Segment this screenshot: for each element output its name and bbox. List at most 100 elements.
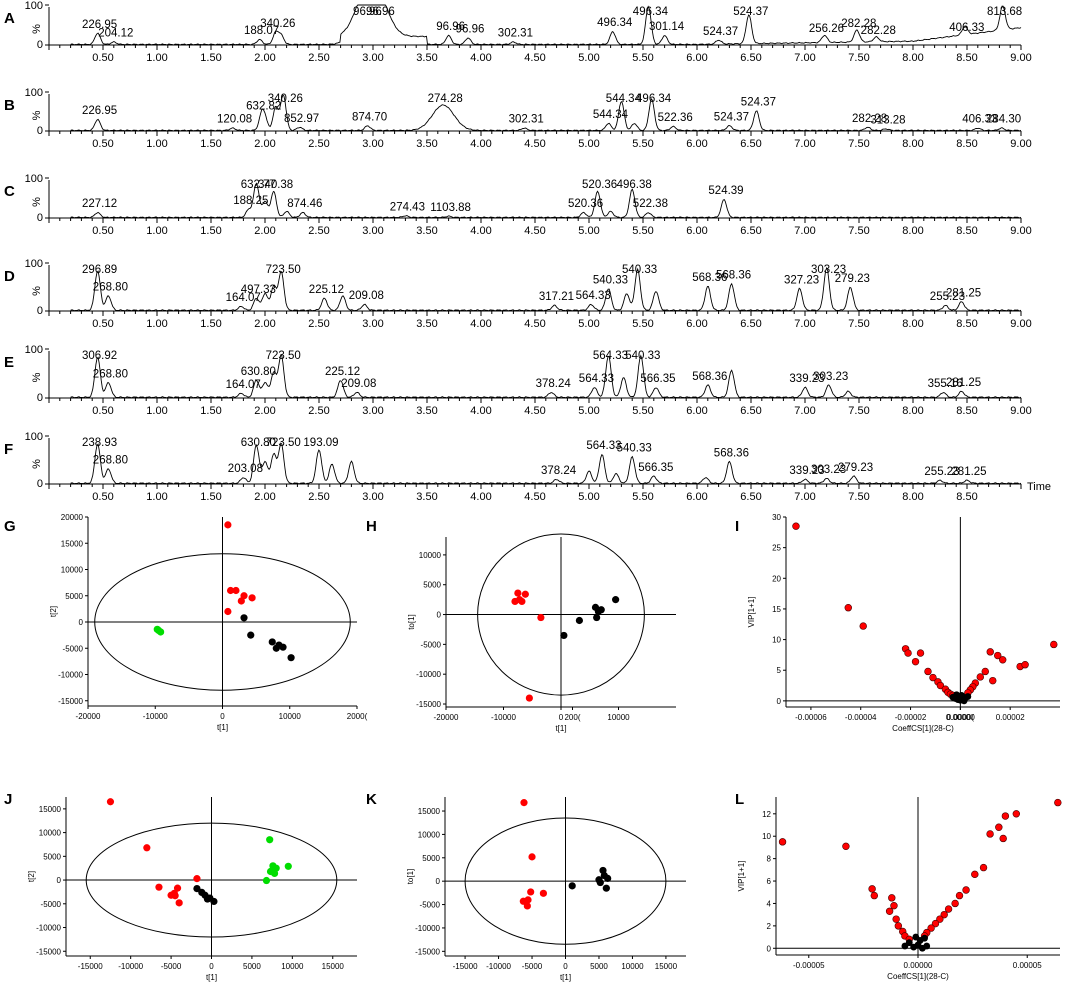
data-point bbox=[792, 522, 800, 530]
peak-label: 339.23 bbox=[789, 373, 824, 385]
data-point bbox=[171, 892, 179, 900]
x-tick-label: 5.50 bbox=[632, 52, 653, 64]
y-tick-label: 15000 bbox=[61, 539, 84, 548]
peak-label: 313.28 bbox=[870, 114, 905, 126]
x-tick-label: 1.50 bbox=[200, 491, 221, 503]
y-tick-label: 0 bbox=[37, 125, 43, 137]
peak-label: 193.09 bbox=[303, 437, 338, 449]
y-tick-label: 0 bbox=[37, 212, 43, 224]
peak-label: 632.82 bbox=[246, 100, 281, 112]
x-tick-label: 8.50 bbox=[956, 52, 977, 64]
peak-label: 497.33 bbox=[241, 284, 276, 296]
data-point bbox=[868, 885, 876, 893]
peak-label: 378.24 bbox=[536, 378, 572, 390]
peak-label: 874.70 bbox=[352, 111, 387, 123]
peak-label: 306.92 bbox=[82, 350, 117, 362]
peak-label: 524.37 bbox=[703, 26, 738, 38]
y-tick-label: -15000 bbox=[416, 700, 441, 709]
x-tick-label: 15000 bbox=[655, 962, 678, 971]
peak-label: 188.25 bbox=[233, 195, 268, 207]
y-axis-label: % bbox=[31, 459, 43, 469]
x-tick-label: 0 bbox=[559, 713, 564, 722]
peak-label: 164.07 bbox=[226, 379, 261, 391]
peak-label: 1103.88 bbox=[430, 202, 471, 214]
data-point bbox=[560, 631, 568, 640]
x-tick-label: 5.50 bbox=[632, 405, 653, 417]
y-tick-label: 100 bbox=[25, 258, 43, 270]
panel-label: H bbox=[366, 518, 377, 535]
peak-label: 564.33 bbox=[576, 290, 611, 302]
x-tick-label: 6.00 bbox=[686, 491, 707, 503]
x-tick-label: 1.50 bbox=[200, 225, 221, 237]
panel-label: L bbox=[735, 791, 744, 808]
y-tick-label: 100 bbox=[25, 173, 43, 185]
y-tick-label: 10 bbox=[762, 832, 771, 841]
data-point bbox=[106, 798, 115, 806]
x-tick-label: -5000 bbox=[161, 962, 182, 971]
chromatogram-trace bbox=[70, 182, 1022, 219]
x-tick-label: 5.00 bbox=[578, 491, 599, 503]
x-tick-label: 3.50 bbox=[416, 318, 437, 330]
peak-label: 164.07 bbox=[226, 292, 261, 304]
data-point bbox=[155, 883, 163, 891]
data-point bbox=[523, 902, 531, 910]
x-axis-label: t[1] bbox=[555, 724, 566, 733]
x-tick-label: 3.00 bbox=[362, 405, 383, 417]
chromatogram-trace bbox=[70, 266, 1022, 312]
data-point bbox=[266, 836, 274, 844]
data-point bbox=[268, 638, 276, 646]
panel-label: G bbox=[4, 518, 16, 535]
data-point bbox=[981, 667, 989, 676]
scatter-panel-h: H -20000 -10000 0 10000 200(10000 5000 0 -5000 -1… bbox=[366, 518, 676, 733]
y-tick-label: -5000 bbox=[421, 640, 442, 649]
peak-label: 284.30 bbox=[986, 114, 1021, 126]
peak-label: 852.97 bbox=[284, 113, 319, 125]
x-tick-label: 7.50 bbox=[848, 52, 869, 64]
x-tick-label: 8.00 bbox=[902, 138, 923, 150]
x-tick-label: 3.50 bbox=[416, 225, 437, 237]
x-tick-label: 8.00 bbox=[902, 405, 923, 417]
x-tick-label: 1.50 bbox=[200, 138, 221, 150]
y-tick-label: 15 bbox=[772, 605, 781, 614]
data-point bbox=[971, 870, 979, 879]
x-tick-label: 5.50 bbox=[632, 225, 653, 237]
x-tick-label: 6.00 bbox=[686, 405, 707, 417]
y-tick-label: -10000 bbox=[416, 670, 441, 679]
x-tick-label: 9.00 bbox=[1010, 405, 1031, 417]
data-point bbox=[904, 649, 912, 657]
peak-label: 874.46 bbox=[287, 198, 322, 210]
y-tick-label: 5000 bbox=[423, 581, 441, 590]
chromatogram-panel-a: A 100 0% 0.50 1.00 1.50 2.00 2.50 3.00 3.50 4.00 4.… bbox=[4, 0, 1032, 64]
peak-label: 568.36 bbox=[716, 270, 751, 282]
y-tick-label: -15000 bbox=[36, 947, 61, 956]
data-point bbox=[193, 875, 201, 883]
data-point bbox=[284, 862, 292, 870]
x-tick-label: 1.50 bbox=[200, 405, 221, 417]
data-point bbox=[842, 842, 850, 851]
chromatogram-trace bbox=[70, 4, 1022, 46]
panel-label: B bbox=[4, 97, 15, 114]
peak-label: 524.39 bbox=[708, 185, 743, 197]
data-point bbox=[528, 853, 536, 861]
x-tick-label: 9.00 bbox=[1010, 318, 1031, 330]
x-tick-label: 6.50 bbox=[740, 52, 761, 64]
peak-label: 282.28 bbox=[852, 113, 887, 125]
chromatogram-panel-f: F 100 0% 0.50 1.00 1.50 2.00 2.50 3.00 3.50 4.00 4.… bbox=[4, 431, 1051, 503]
x-tick-label: -15000 bbox=[453, 962, 478, 971]
x-tick-label: 6.50 bbox=[740, 491, 761, 503]
peak-label: 524.37 bbox=[741, 97, 776, 109]
hotelling-ellipse bbox=[477, 533, 645, 696]
x-axis-label: Time bbox=[1027, 481, 1051, 493]
peak-label: 496.38 bbox=[617, 179, 652, 191]
peak-label: 564.33 bbox=[586, 440, 621, 452]
y-tick-label: 0 bbox=[437, 611, 442, 620]
peak-label: 340.38 bbox=[258, 179, 293, 191]
y-tick-label: 5000 bbox=[422, 854, 440, 863]
x-tick-label: 7.00 bbox=[794, 225, 815, 237]
x-tick-label: 4.00 bbox=[470, 225, 491, 237]
peak-label: 225.12 bbox=[325, 366, 360, 378]
peak-label: 274.43 bbox=[390, 201, 425, 213]
x-tick-label: 2.00 bbox=[254, 225, 275, 237]
peak-label: 568.36 bbox=[692, 371, 727, 383]
y-tick-label: 30 bbox=[772, 513, 781, 522]
